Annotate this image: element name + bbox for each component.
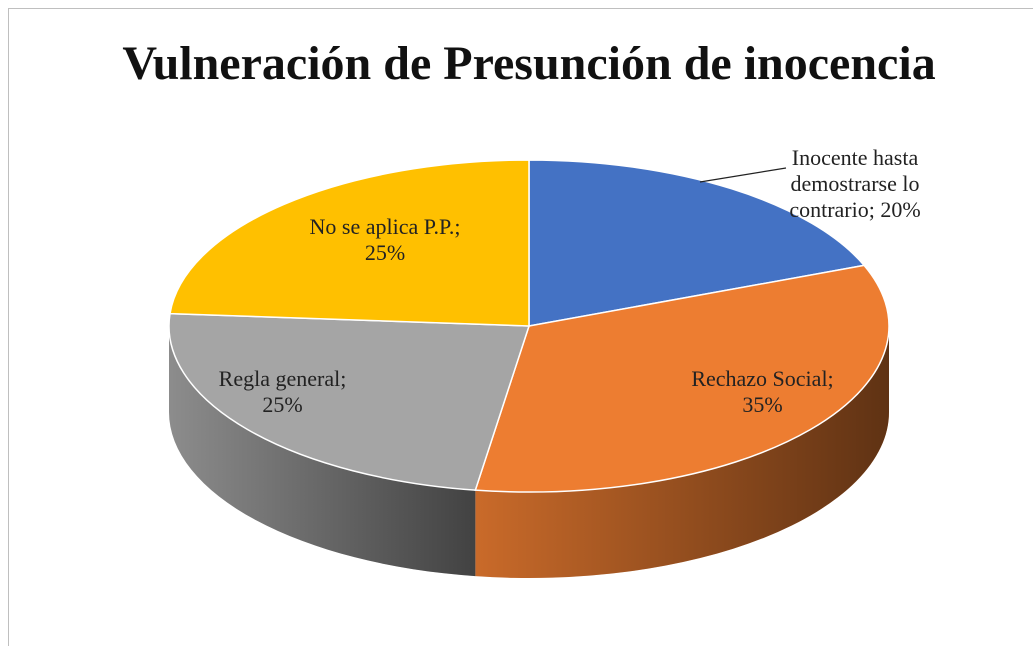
chart-title: Vulneración de Presunción de inocencia [122,37,935,90]
walls [169,326,889,578]
category-label: No se aplica P.P.; [309,214,461,239]
value-label: 25% [364,240,406,265]
chart-border [8,8,1033,646]
value-label: 35% [742,392,783,417]
tops [168,159,890,493]
data-label: Inocente hasta demostrarse lo contrario;… [760,145,950,223]
value-label: 25% [262,392,303,417]
data-label: Regla general; 25% [180,366,385,418]
category-label: Rechazo Social; [691,366,834,391]
slice-side-shade [475,326,889,578]
slice [528,159,866,327]
value-label: 20% [880,197,921,222]
data-label: No se aplica P.P.; 25% [275,214,495,266]
slice [474,264,890,493]
category-label: Regla general; [218,366,347,391]
category-label: Inocente hasta demostrarse lo contrario; [789,145,920,222]
slice-side-shade [169,326,476,577]
slice [169,159,530,327]
leader-line [699,167,787,183]
slice [168,312,531,491]
data-label: Rechazo Social; 35% [655,366,870,418]
